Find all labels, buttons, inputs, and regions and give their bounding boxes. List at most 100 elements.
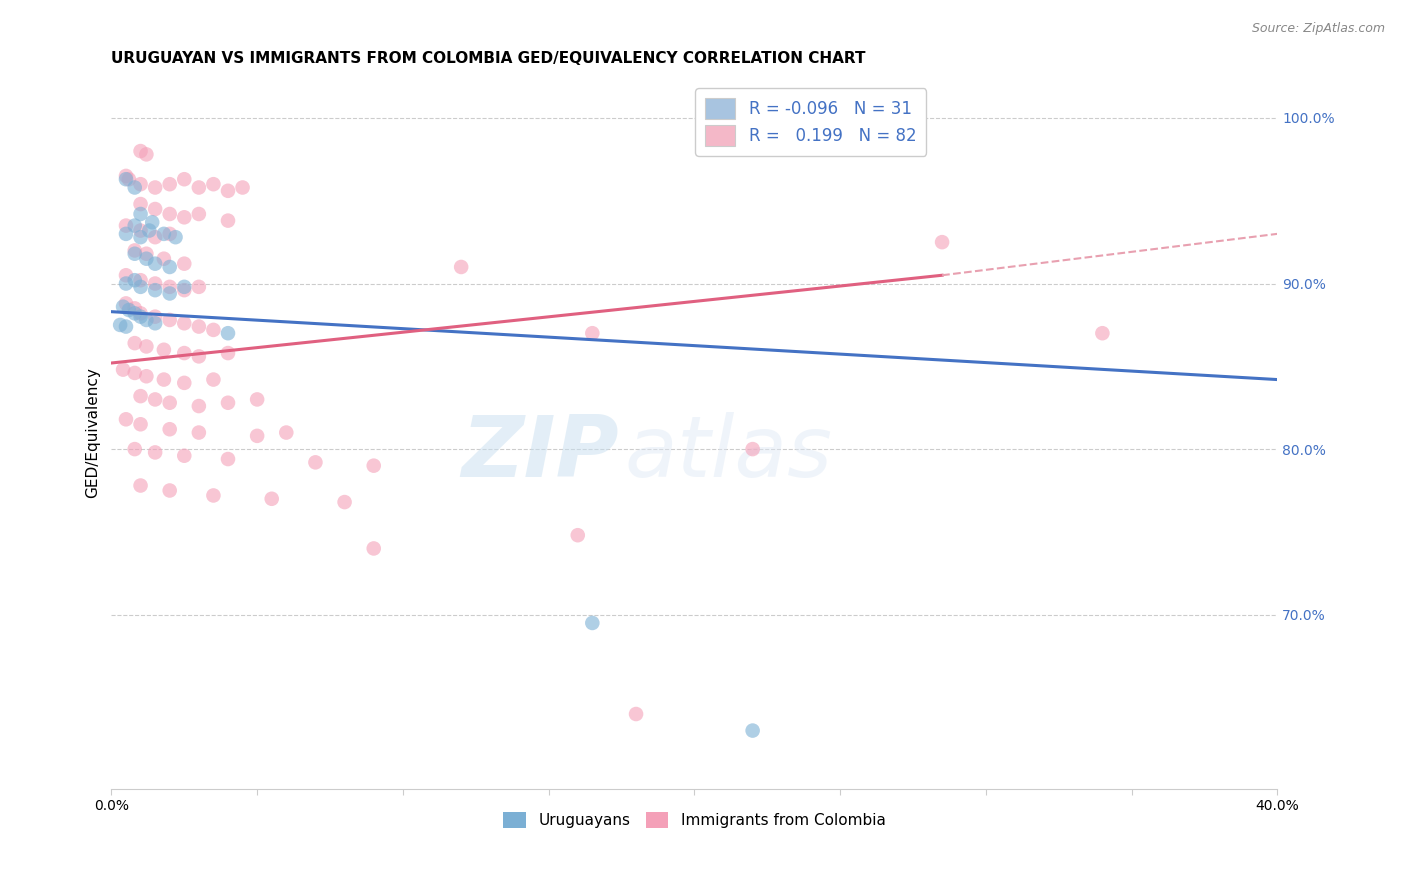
Point [173,449,195,463]
Point [118,303,141,318]
Point [173,283,195,297]
Point [129,230,152,244]
Point [159,177,181,191]
Point [115,277,138,291]
Text: URUGUAYAN VS IMMIGRANTS FROM COLOMBIA GED/EQUIVALENCY CORRELATION CHART: URUGUAYAN VS IMMIGRANTS FROM COLOMBIA GE… [111,51,866,66]
Point [232,180,254,194]
Point [143,316,166,330]
Point [124,336,146,351]
Point [187,207,209,221]
Point [187,319,209,334]
Point [159,286,181,301]
Point [741,723,763,738]
Point [129,306,152,320]
Point [108,318,131,332]
Point [173,172,195,186]
Point [129,207,152,221]
Point [159,280,181,294]
Point [124,306,146,320]
Point [129,310,152,324]
Legend: Uruguayans, Immigrants from Colombia: Uruguayans, Immigrants from Colombia [496,806,891,834]
Point [124,244,146,258]
Y-axis label: GED/Equivalency: GED/Equivalency [86,368,100,498]
Point [124,246,146,260]
Point [217,184,239,198]
Point [138,223,160,237]
Point [165,230,187,244]
Point [173,316,195,330]
Point [304,455,326,469]
Point [260,491,283,506]
Point [135,252,157,266]
Point [115,412,138,426]
Point [153,343,176,357]
Point [143,392,166,407]
Point [153,252,176,266]
Point [333,495,356,509]
Point [581,615,603,630]
Point [143,310,166,324]
Point [135,339,157,353]
Point [217,396,239,410]
Point [159,227,181,241]
Point [129,273,152,287]
Point [124,273,146,287]
Point [143,277,166,291]
Point [112,300,135,314]
Point [567,528,589,542]
Point [129,280,152,294]
Point [187,350,209,364]
Point [135,369,157,384]
Point [159,396,181,410]
Point [129,144,152,158]
Point [135,313,157,327]
Point [187,280,209,294]
Point [143,202,166,216]
Point [624,706,647,721]
Point [124,219,146,233]
Point [124,442,146,456]
Point [153,373,176,387]
Point [115,219,138,233]
Point [129,417,152,432]
Point [173,346,195,360]
Point [931,235,953,249]
Point [246,429,269,443]
Point [129,389,152,403]
Point [159,313,181,327]
Point [276,425,298,440]
Point [115,227,138,241]
Point [129,177,152,191]
Point [143,445,166,459]
Point [187,180,209,194]
Point [124,180,146,194]
Point [143,230,166,244]
Point [187,399,209,413]
Point [173,376,195,390]
Point [135,147,157,161]
Point [143,180,166,194]
Point [159,483,181,498]
Point [217,213,239,227]
Point [115,296,138,310]
Point [159,260,181,274]
Point [129,223,152,237]
Point [217,326,239,341]
Point [741,442,763,456]
Point [124,301,146,316]
Point [159,422,181,436]
Point [173,257,195,271]
Point [124,366,146,380]
Point [118,172,141,186]
Point [173,280,195,294]
Point [143,257,166,271]
Point [112,362,135,376]
Text: ZIP: ZIP [461,412,619,495]
Point [115,268,138,283]
Point [202,373,225,387]
Point [115,172,138,186]
Point [202,488,225,502]
Point [202,323,225,337]
Point [129,197,152,211]
Point [202,177,225,191]
